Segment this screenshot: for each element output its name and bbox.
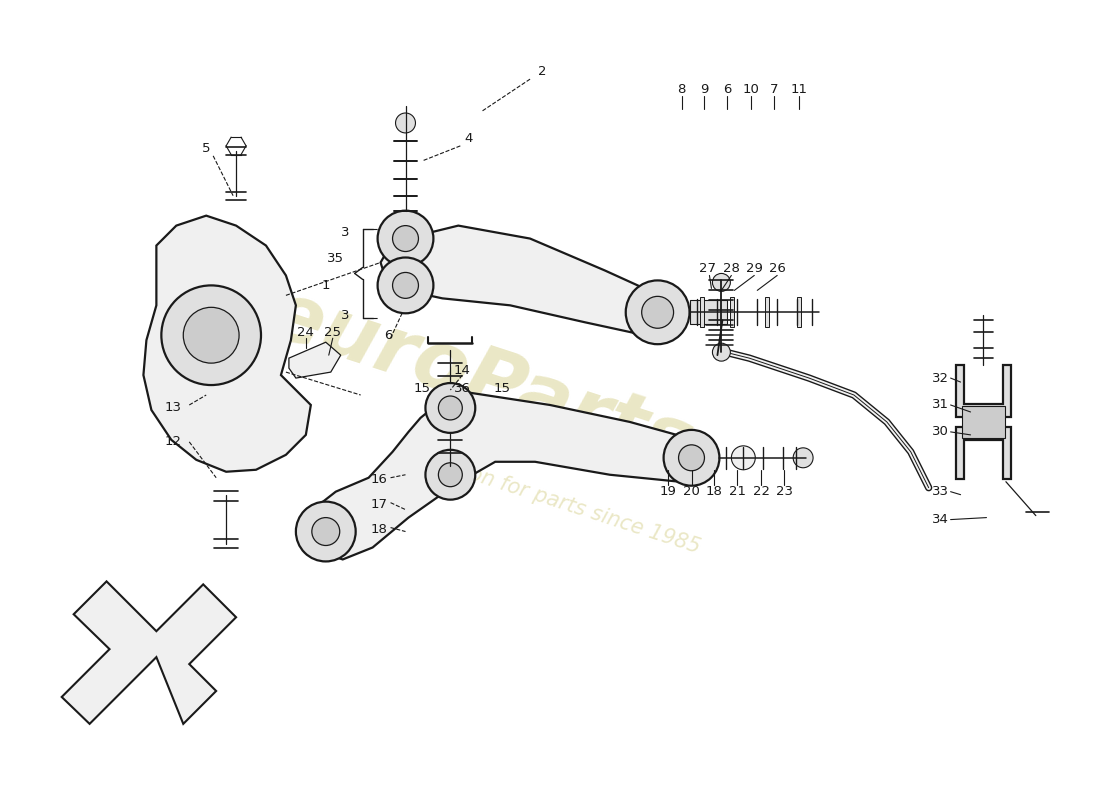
Circle shape (426, 383, 475, 433)
Circle shape (393, 226, 418, 251)
Circle shape (396, 113, 416, 133)
Text: 32: 32 (932, 371, 949, 385)
Text: 3: 3 (341, 309, 350, 322)
Bar (962, 406, 1005, 438)
Bar (730, 298, 735, 327)
Polygon shape (289, 342, 341, 378)
Circle shape (641, 296, 673, 328)
Circle shape (377, 210, 433, 266)
Polygon shape (306, 392, 704, 559)
Text: 24: 24 (297, 326, 315, 338)
Text: 15: 15 (494, 382, 510, 394)
Text: 1: 1 (321, 279, 330, 292)
Text: 36: 36 (454, 382, 471, 394)
Circle shape (679, 445, 704, 470)
Text: 26: 26 (769, 262, 785, 275)
Circle shape (793, 448, 813, 468)
Text: a passion for parts since 1985: a passion for parts since 1985 (397, 442, 703, 558)
Text: 33: 33 (932, 485, 949, 498)
Text: 19: 19 (659, 485, 676, 498)
Bar (701, 298, 704, 327)
Circle shape (663, 430, 719, 486)
Text: 6: 6 (723, 82, 732, 95)
Text: 12: 12 (165, 435, 182, 448)
Circle shape (713, 274, 730, 291)
Text: 28: 28 (723, 262, 740, 275)
Circle shape (393, 273, 418, 298)
Polygon shape (690, 300, 727, 324)
Text: 35: 35 (327, 252, 344, 265)
Text: euroParts: euroParts (258, 275, 702, 486)
Text: 4: 4 (464, 133, 473, 146)
Text: 30: 30 (932, 426, 949, 438)
Text: 18: 18 (371, 523, 387, 536)
Text: 34: 34 (932, 513, 949, 526)
Polygon shape (381, 226, 672, 335)
Circle shape (732, 446, 756, 470)
Circle shape (439, 462, 462, 486)
Text: 20: 20 (683, 485, 700, 498)
Text: 6: 6 (384, 329, 393, 342)
Circle shape (184, 307, 239, 363)
Circle shape (311, 518, 340, 546)
Text: 17: 17 (370, 498, 387, 511)
Text: 16: 16 (371, 474, 387, 486)
Polygon shape (956, 427, 1011, 478)
Text: 8: 8 (678, 82, 685, 95)
Polygon shape (143, 216, 311, 472)
Text: 15: 15 (414, 382, 431, 394)
Circle shape (377, 258, 433, 314)
Text: 2: 2 (538, 65, 547, 78)
Bar (798, 298, 801, 327)
Text: 31: 31 (932, 398, 949, 411)
Text: 11: 11 (791, 82, 807, 95)
Text: 3: 3 (341, 226, 350, 239)
Polygon shape (956, 365, 1011, 417)
Text: 23: 23 (776, 485, 793, 498)
Circle shape (296, 502, 355, 562)
Text: 14: 14 (454, 364, 471, 377)
Bar (766, 298, 769, 327)
Text: 13: 13 (165, 402, 182, 414)
Circle shape (426, 450, 475, 500)
Circle shape (713, 343, 730, 361)
Text: 18: 18 (706, 485, 723, 498)
Polygon shape (62, 582, 236, 724)
Text: 29: 29 (746, 262, 762, 275)
Text: 27: 27 (698, 262, 716, 275)
Text: 7: 7 (770, 82, 779, 95)
Text: 22: 22 (752, 485, 770, 498)
Circle shape (162, 286, 261, 385)
Text: 25: 25 (324, 326, 341, 338)
Circle shape (626, 281, 690, 344)
Text: 5: 5 (202, 142, 210, 155)
Text: 21: 21 (729, 485, 746, 498)
Circle shape (439, 396, 462, 420)
Text: 9: 9 (701, 82, 708, 95)
Text: 10: 10 (742, 82, 760, 95)
